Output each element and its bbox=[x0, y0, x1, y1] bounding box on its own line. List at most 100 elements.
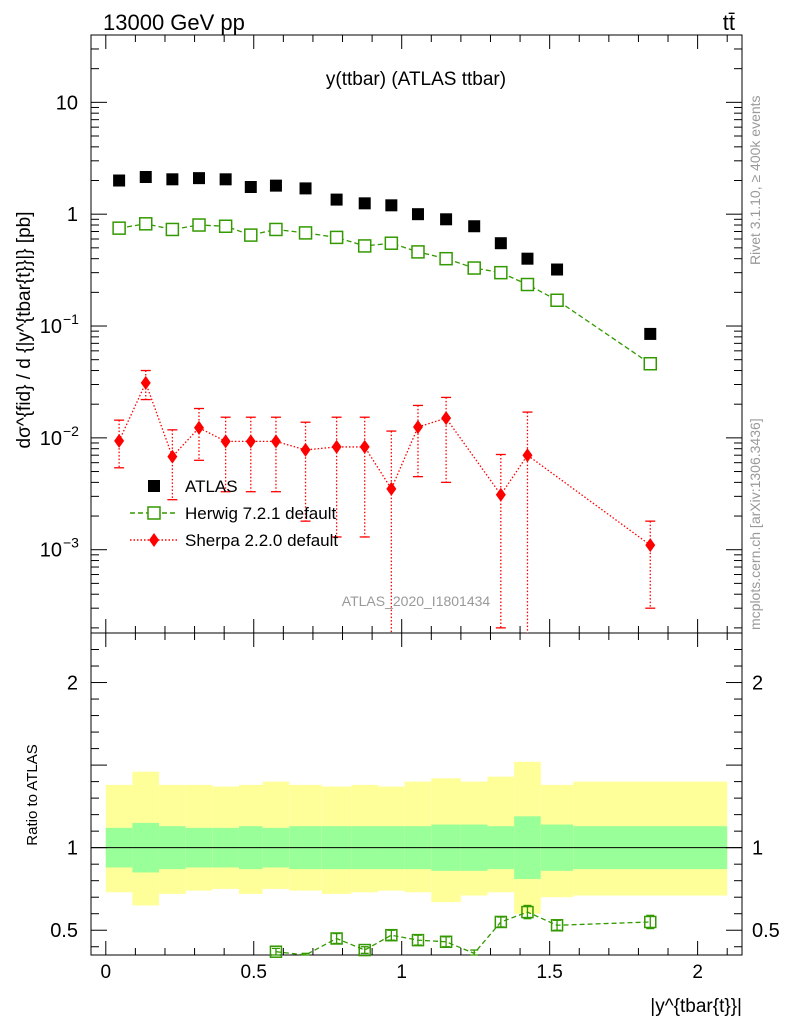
legend-sherpa-marker bbox=[149, 533, 159, 547]
atlas-point bbox=[166, 173, 179, 186]
sherpa-line bbox=[118, 381, 651, 546]
sherpa-point bbox=[245, 434, 256, 449]
atlas-point bbox=[440, 213, 453, 226]
sherpa-point bbox=[522, 448, 533, 463]
atlas-point bbox=[113, 174, 126, 187]
atlas-point bbox=[358, 197, 371, 210]
herwig-point bbox=[494, 265, 508, 280]
herwig-point bbox=[112, 221, 126, 235]
main-y-tick-label: 10 bbox=[56, 92, 78, 114]
x-tick-label: 2 bbox=[692, 962, 703, 983]
ratio-axis-ticks: 0.5 0.5 1 1 2 2 bbox=[50, 649, 780, 948]
sherpa-point bbox=[331, 439, 342, 454]
herwig-point bbox=[192, 218, 206, 232]
x-axis-label: |y^{tbar{t}}| bbox=[650, 996, 742, 1017]
ratio-y-tick-label-right: 0.5 bbox=[752, 920, 780, 942]
x-tick-label: 0.5 bbox=[241, 962, 267, 983]
main-y-tick-label: 10 bbox=[40, 316, 62, 338]
main-y-tick-exponent: −1 bbox=[63, 311, 79, 327]
sherpa-point bbox=[140, 375, 151, 390]
atlas-series bbox=[113, 170, 657, 340]
sherpa-point bbox=[220, 434, 231, 449]
legend-sherpa-label: Sherpa 2.2.0 default bbox=[185, 531, 338, 550]
ratio-y-tick-label-left: 2 bbox=[67, 673, 78, 695]
ratio-y-tick-label-left: 1 bbox=[67, 838, 78, 860]
x-tick-label: 1 bbox=[396, 962, 407, 983]
sherpa-point bbox=[300, 442, 311, 457]
atlas-point bbox=[139, 170, 152, 183]
rivet-label: Rivet 3.1.10, ≥ 400k events bbox=[747, 95, 763, 265]
ratio-y-axis-label: Ratio to ATLAS bbox=[24, 744, 41, 845]
herwig-point bbox=[439, 251, 453, 266]
ratio-herwig-series bbox=[269, 904, 657, 958]
ratio-bands bbox=[105, 761, 728, 914]
ratio-y-axis-label-text: Ratio to ATLAS bbox=[24, 744, 41, 845]
atlas-point bbox=[494, 237, 507, 250]
ratio-herwig-point bbox=[358, 943, 371, 957]
sherpa-point bbox=[441, 411, 452, 426]
legend-atlas-marker bbox=[148, 480, 160, 492]
ratio-herwig-point bbox=[521, 905, 534, 919]
herwig-point bbox=[138, 217, 153, 231]
main-y-axis-label-text: dσ^{fid} / d {|y^{tbar{t}}|} [pb] bbox=[14, 212, 35, 449]
legend: ATLAS Herwig 7.2.1 default Sherpa 2.2.0 … bbox=[130, 477, 338, 550]
ratio-herwig-point bbox=[385, 928, 398, 942]
main-y-axis-label: dσ^{fid} / d {|y^{tbar{t}}|} [pb] bbox=[14, 212, 35, 449]
herwig-point bbox=[298, 226, 313, 240]
atlas-point bbox=[244, 180, 257, 193]
herwig-point bbox=[550, 293, 564, 307]
herwig-point bbox=[411, 245, 425, 259]
main-y-tick-label: 10 bbox=[40, 428, 62, 450]
herwig-point bbox=[269, 222, 283, 237]
atlas-point bbox=[411, 208, 424, 221]
sherpa-point bbox=[645, 538, 656, 553]
mcplots-label: mcplots.cern.ch [arXiv:1306.3436] bbox=[747, 418, 763, 630]
legend-herwig-label: Herwig 7.2.1 default bbox=[185, 504, 336, 523]
herwig-point bbox=[520, 277, 535, 292]
ratio-y-tick-label-left: 0.5 bbox=[50, 920, 78, 942]
atlas-point bbox=[644, 327, 657, 340]
atlas-point bbox=[269, 179, 282, 192]
herwig-point bbox=[165, 222, 180, 237]
ratio-plot-frame bbox=[90, 632, 743, 956]
atlas-point bbox=[468, 220, 481, 233]
energy-label: 13000 GeV pp bbox=[103, 10, 245, 35]
analysis-label: ATLAS_2020_I1801434 bbox=[342, 593, 491, 609]
ratio-herwig-point bbox=[494, 915, 508, 929]
atlas-point bbox=[193, 172, 206, 185]
ratio-y-tick-label-right: 1 bbox=[752, 838, 763, 860]
atlas-point bbox=[330, 193, 343, 206]
atlas-point bbox=[219, 173, 232, 186]
atlas-point bbox=[299, 182, 312, 195]
ratio-herwig-point bbox=[644, 915, 657, 929]
main-y-tick-label: 1 bbox=[67, 204, 78, 226]
ratio-herwig-point bbox=[269, 945, 283, 958]
sherpa-point bbox=[412, 420, 423, 435]
legend-herwig-marker bbox=[147, 506, 161, 520]
atlas-point bbox=[385, 199, 398, 212]
sherpa-point bbox=[386, 481, 397, 496]
sherpa-series bbox=[114, 369, 656, 633]
sherpa-point bbox=[359, 439, 370, 454]
herwig-series bbox=[112, 217, 658, 371]
atlas-point bbox=[551, 263, 564, 276]
herwig-point bbox=[384, 236, 399, 250]
x-axis-ticks: 0 0.5 1 1.5 2 bbox=[101, 35, 728, 983]
chart-title: y(ttbar) (ATLAS ttbar) bbox=[326, 69, 506, 90]
sherpa-point bbox=[167, 449, 178, 464]
sherpa-point bbox=[194, 420, 205, 435]
herwig-point bbox=[357, 239, 372, 253]
main-y-tick-exponent: −3 bbox=[63, 535, 79, 551]
process-label: tt̄ bbox=[723, 10, 735, 35]
herwig-point bbox=[643, 356, 658, 371]
x-tick-label: 0 bbox=[101, 962, 112, 983]
herwig-point bbox=[218, 219, 233, 233]
sherpa-point bbox=[270, 434, 281, 449]
sherpa-point bbox=[495, 487, 506, 502]
mcplots-label-group: mcplots.cern.ch [arXiv:1306.3436] bbox=[747, 418, 763, 630]
ratio-herwig-point bbox=[411, 933, 425, 947]
sherpa-point bbox=[114, 433, 125, 448]
